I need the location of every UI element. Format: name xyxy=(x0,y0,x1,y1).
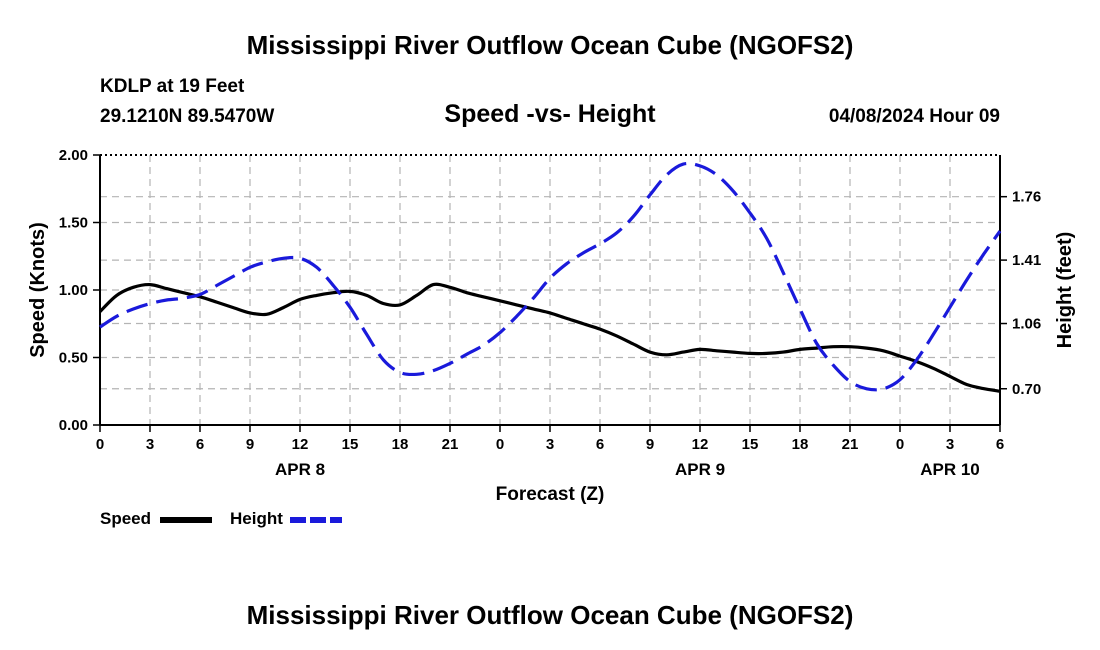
x-tick-label: 6 xyxy=(596,436,604,453)
x-tick-label: 9 xyxy=(246,436,254,453)
y-right-tick-label: 1.41 xyxy=(1012,252,1041,269)
y-left-tick-label: 1.50 xyxy=(59,215,88,232)
x-tick-label: 18 xyxy=(792,436,809,453)
date-label: APR 8 xyxy=(275,460,325,479)
x-tick-label: 21 xyxy=(442,436,459,453)
date-label: APR 10 xyxy=(920,460,980,479)
date-label: APR 9 xyxy=(675,460,725,479)
y-right-tick-label: 1.76 xyxy=(1012,189,1041,206)
y-left-tick-label: 0.00 xyxy=(59,417,88,434)
series-line-speed xyxy=(98,282,1001,393)
x-tick-label: 3 xyxy=(146,436,154,453)
series-line-height xyxy=(99,161,1002,392)
y-right-tick-label: 1.06 xyxy=(1012,316,1041,333)
forecast-datetime: 04/08/2024 Hour 09 xyxy=(828,106,1000,127)
x-tick-label: 15 xyxy=(742,436,759,453)
y-right-tick-label: 0.70 xyxy=(1012,381,1041,398)
legend-height-label: Height xyxy=(230,509,283,528)
y-left-tick-label: 0.50 xyxy=(59,350,88,367)
x-tick-label: 12 xyxy=(692,436,709,453)
chart-subtitle: Speed -vs- Height xyxy=(444,100,656,128)
y-left-tick-label: 2.00 xyxy=(59,147,88,164)
x-tick-label: 3 xyxy=(946,436,954,453)
x-tick-label: 9 xyxy=(646,436,654,453)
y-left-tick-label: 1.00 xyxy=(59,282,88,299)
x-tick-label: 21 xyxy=(842,436,859,453)
chart-title: Mississippi River Outflow Ocean Cube (NG… xyxy=(246,30,854,60)
x-tick-label: 0 xyxy=(96,436,104,453)
station-label: KDLP at 19 Feet xyxy=(100,76,245,97)
x-tick-label: 15 xyxy=(342,436,359,453)
y-axis-right-title: Height (feet) xyxy=(1054,232,1076,349)
x-tick-label: 6 xyxy=(196,436,204,453)
x-tick-label: 18 xyxy=(392,436,409,453)
footer-title: Mississippi River Outflow Ocean Cube (NG… xyxy=(246,600,854,630)
x-tick-label: 0 xyxy=(896,436,904,453)
x-axis-title: Forecast (Z) xyxy=(496,484,605,505)
station-coordinates: 29.1210N 89.5470W xyxy=(100,106,275,127)
x-tick-label: 12 xyxy=(292,436,309,453)
x-tick-label: 3 xyxy=(546,436,554,453)
y-axis-left-title: Speed (Knots) xyxy=(27,222,49,358)
x-tick-label: 6 xyxy=(996,436,1004,453)
legend-speed-label: Speed xyxy=(100,509,152,528)
x-tick-label: 0 xyxy=(496,436,504,453)
